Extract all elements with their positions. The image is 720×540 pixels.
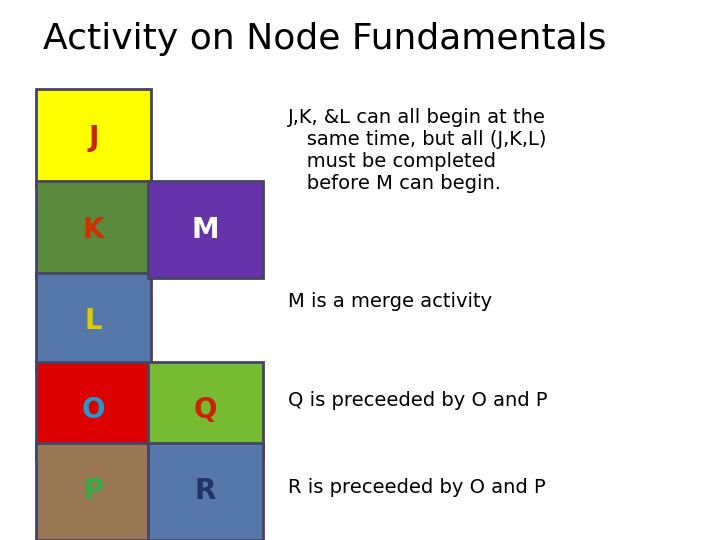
- FancyBboxPatch shape: [148, 443, 263, 540]
- FancyBboxPatch shape: [148, 181, 263, 278]
- Text: J: J: [89, 124, 99, 152]
- Text: R: R: [194, 477, 216, 505]
- Text: O: O: [82, 396, 105, 424]
- Text: Activity on Node Fundamentals: Activity on Node Fundamentals: [43, 22, 607, 56]
- FancyBboxPatch shape: [36, 181, 151, 278]
- Text: J,K, &L can all begin at the
   same time, but all (J,K,L)
   must be completed
: J,K, &L can all begin at the same time, …: [288, 108, 546, 193]
- Text: M: M: [192, 215, 219, 244]
- Text: Q: Q: [194, 396, 217, 424]
- FancyBboxPatch shape: [36, 89, 151, 186]
- Text: P: P: [84, 477, 104, 505]
- FancyBboxPatch shape: [36, 362, 151, 459]
- Text: Q is preceeded by O and P: Q is preceeded by O and P: [288, 392, 547, 410]
- FancyBboxPatch shape: [148, 362, 263, 459]
- FancyBboxPatch shape: [36, 443, 151, 540]
- Text: L: L: [85, 307, 102, 335]
- Text: R is preceeded by O and P: R is preceeded by O and P: [288, 478, 546, 497]
- FancyBboxPatch shape: [36, 273, 151, 370]
- Text: K: K: [83, 215, 104, 244]
- Text: M is a merge activity: M is a merge activity: [288, 292, 492, 310]
